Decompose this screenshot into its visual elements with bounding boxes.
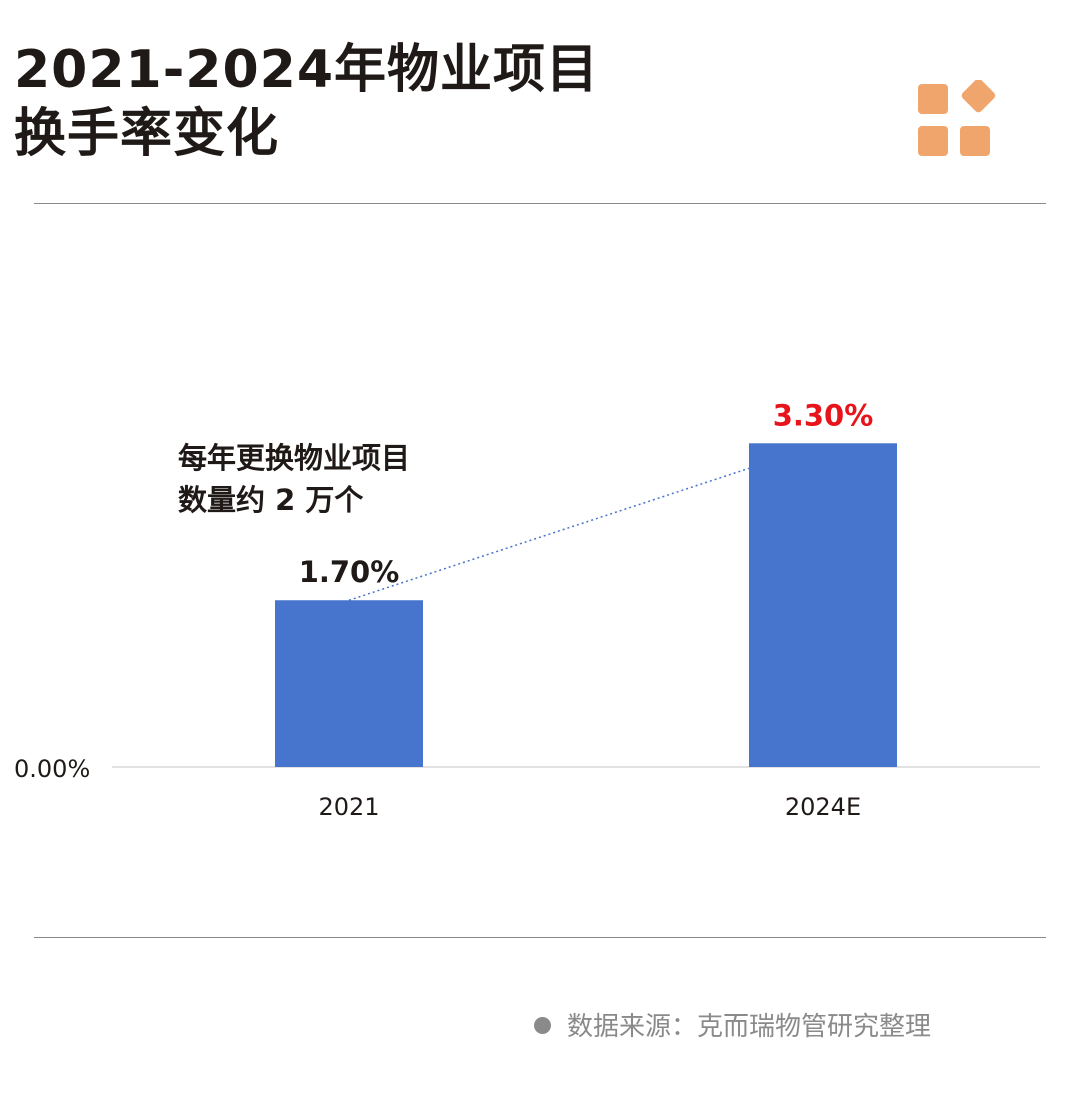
title-line-2: 换手率变化: [14, 104, 280, 164]
logo-diamond-top-right: [961, 80, 996, 113]
data-label-2021: 1.70%: [299, 555, 400, 589]
bullet-dot-icon: [534, 1017, 551, 1034]
page-title: 2021-2024年物业项目 换手率变化: [14, 38, 599, 166]
top-divider: [34, 203, 1046, 204]
logo-square-bottom-right: [960, 126, 990, 156]
source-note: 数据来源：克而瑞物管研究整理: [534, 1010, 931, 1044]
data-label-2024E: 3.30%: [773, 398, 874, 432]
logo-square-bottom-left: [918, 126, 948, 156]
orange-grid-logo-icon: [918, 80, 996, 156]
bottom-divider: [34, 937, 1046, 938]
x-tick-label-2024E: 2024E: [785, 793, 861, 821]
bar-2021: [275, 600, 423, 767]
annotation-line-1: 每年更换物业项目: [178, 441, 410, 475]
logo-square-top-left: [918, 84, 948, 114]
bar-2024E: [749, 443, 897, 767]
annotation-line-2: 数量约 2 万个: [178, 483, 364, 517]
title-line-1: 2021-2024年物业项目: [14, 40, 600, 100]
source-text: 数据来源：克而瑞物管研究整理: [567, 1012, 932, 1042]
y-tick-label: 0.00%: [14, 755, 90, 783]
x-tick-label-2021: 2021: [318, 793, 379, 821]
trend-connector-line: [348, 467, 750, 601]
